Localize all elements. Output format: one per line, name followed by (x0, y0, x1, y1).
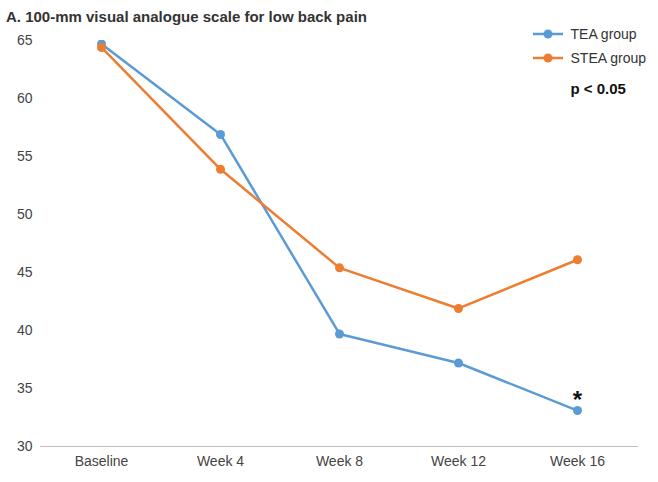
svg-text:Baseline: Baseline (75, 453, 129, 469)
svg-text:60: 60 (17, 90, 33, 106)
svg-text:Week 4: Week 4 (197, 453, 244, 469)
svg-text:45: 45 (17, 264, 33, 280)
svg-text:Week 8: Week 8 (316, 453, 363, 469)
html-text:TEA group: TEA group (570, 26, 637, 42)
html-text:A. 100-mm visual analogue scal: A. 100-mm visual analogue scale for low … (6, 8, 367, 25)
svg-text:30: 30 (17, 438, 33, 454)
svg-text:Week 16: Week 16 (550, 453, 605, 469)
svg-text:50: 50 (17, 206, 33, 222)
html-text:p < 0.05: p < 0.05 (570, 80, 626, 97)
svg-text:Week 12: Week 12 (431, 453, 486, 469)
html-text:STEA group: STEA group (570, 50, 646, 66)
svg-text:*: * (573, 386, 583, 413)
svg-text:40: 40 (17, 322, 33, 338)
svg-text:35: 35 (17, 380, 33, 396)
svg-text:55: 55 (17, 148, 33, 164)
svg-text:65: 65 (17, 32, 33, 48)
